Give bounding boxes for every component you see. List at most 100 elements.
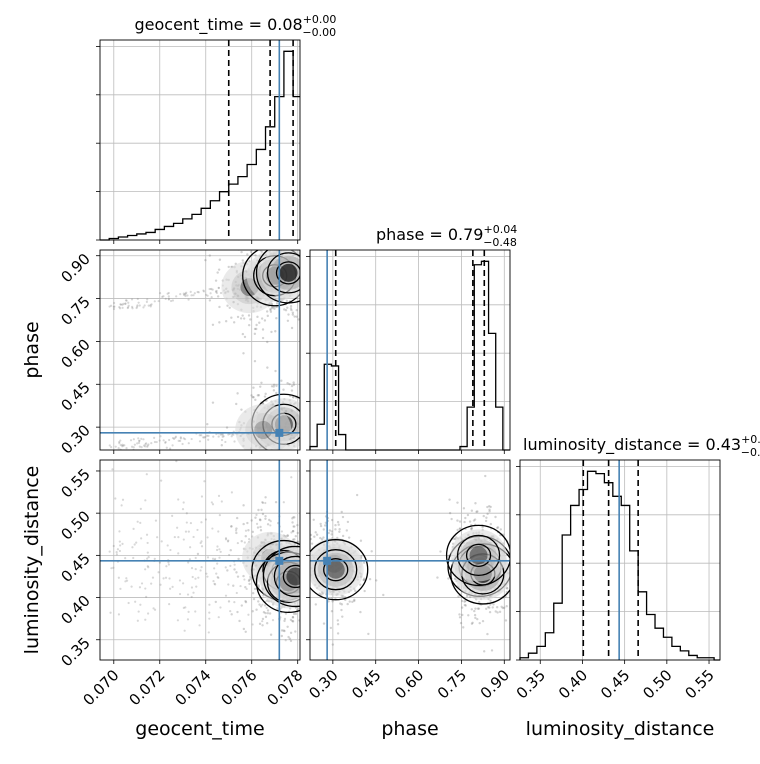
sample-point [130,585,133,588]
sample-point [255,323,258,327]
sample-point [275,384,278,387]
sample-point [261,617,265,621]
sample-point [139,521,142,525]
sample-point [489,603,492,606]
sample-point [136,442,139,445]
sample-point [323,280,325,282]
sample-point [216,295,220,298]
sample-point [125,447,128,450]
sample-point [486,632,489,636]
sample-point [204,518,208,521]
sample-point [194,610,197,613]
sample-point [112,307,116,311]
sample-point [142,306,145,309]
sample-point [177,439,180,442]
title-plus: +0.00 [303,13,337,26]
sample-point [458,527,462,530]
sample-point [271,306,274,310]
sample-point [169,447,172,450]
sample-point [218,513,221,517]
sample-point [166,292,169,295]
sample-point [175,295,178,298]
x-tick-label: 0.50 [639,666,675,702]
sample-point [211,557,215,560]
sample-point [114,445,117,448]
sample-point [122,444,125,447]
sample-point [306,267,308,269]
sample-point [183,629,186,632]
sample-point [208,287,211,291]
sample-point [217,286,220,289]
sample-point [217,268,221,271]
sample-point [470,622,474,625]
sample-point [189,290,192,294]
sample-point [305,545,307,547]
sample-point [305,528,307,530]
sample-point [125,299,128,302]
sample-point [165,446,168,449]
sample-point [491,606,494,609]
sample-point [359,610,362,614]
sample-point [283,629,286,633]
sample-point [219,291,223,295]
sample-point [162,439,165,442]
sample-point [236,315,240,319]
truth-marker [275,556,284,565]
sample-point [272,227,274,229]
sample-point [305,537,307,539]
sample-point [290,326,294,330]
sample-point [249,318,252,321]
sample-point [306,591,308,593]
sample-point [193,292,196,295]
sample-point [257,394,261,397]
sample-point [282,501,285,504]
sample-point [291,616,295,619]
sample-point [363,577,366,580]
sample-point [271,452,273,454]
sample-point [304,604,306,606]
sample-point [300,587,302,589]
sample-point [144,499,147,502]
sample-point [488,606,491,609]
sample-point [322,622,326,625]
sample-point [500,605,503,609]
sample-point [118,307,122,310]
sample-point [322,536,325,539]
sample-point [290,236,292,238]
sample-point [336,520,340,524]
sample-point [311,442,313,444]
sample-point [216,545,219,548]
sample-point [242,574,245,578]
sample-point [489,505,492,509]
sample-point [292,612,296,616]
sample-point [317,284,319,286]
sample-point [475,510,478,514]
sample-point [305,286,307,288]
sample-point [292,525,295,528]
sample-point [198,434,201,437]
sample-point [264,611,267,615]
sample-point [181,508,185,511]
sample-point [247,462,249,464]
sample-point [458,520,462,523]
sample-point [293,452,295,454]
sample-point [305,532,307,534]
sample-point [282,453,284,455]
sample-point [258,603,261,606]
sample-point [362,578,366,582]
sample-point [471,621,474,624]
sample-point [248,537,251,541]
sample-point [108,444,111,447]
sample-point [146,298,149,301]
sample-point [112,305,115,308]
histogram-geocent_time [100,50,300,241]
sample-point [190,437,193,441]
contour-outer [255,250,300,304]
x-tick-label: 0.074 [171,666,214,709]
sample-point [133,543,136,546]
sample-point [259,605,263,608]
sample-point [355,493,359,497]
sample-point [505,604,508,608]
sample-point [169,548,172,552]
sample-point [302,571,304,573]
